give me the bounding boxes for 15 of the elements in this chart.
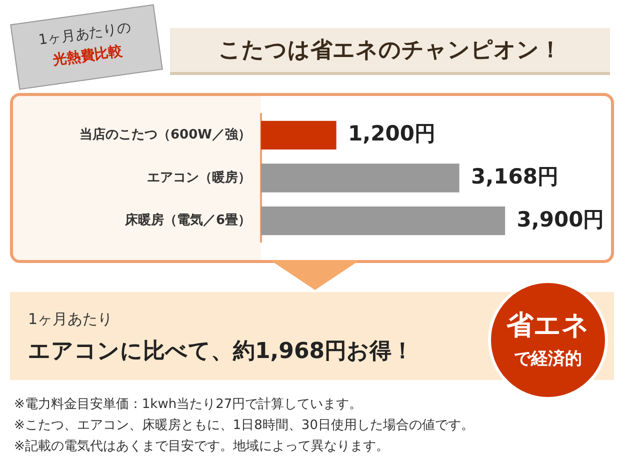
text: 光熱費比較	[52, 43, 125, 71]
y-tick-label: エアコン（暖房）	[147, 169, 251, 186]
text: 省エネ	[506, 309, 590, 343]
text: で経済的	[513, 348, 583, 370]
data-label: 3,168円	[471, 164, 558, 188]
data-label: 1,200円	[348, 122, 436, 146]
text: 1ヶ月あたり	[28, 310, 113, 329]
text: ※記載の電気代はあくまで目安です。地域によって異なります。	[14, 438, 390, 456]
y-tick-label: 床暖房（電気／6畳）	[124, 212, 251, 228]
y-tick-label: 当店のこたつ（600W／強）	[80, 126, 251, 143]
text: エアコンに比べて、約1,968円お得！	[28, 338, 414, 366]
chart-title: こたつは省エネのチャンピオン！	[170, 28, 610, 75]
text: ※電力料金目安単価：1kwh当たり27円で計算しています。	[14, 396, 364, 414]
data-label: 3,900円	[516, 207, 604, 232]
text: ※こたつ、エアコン、床暖房ともに、1日8時間、30日使用した場合の値です。	[14, 417, 474, 435]
